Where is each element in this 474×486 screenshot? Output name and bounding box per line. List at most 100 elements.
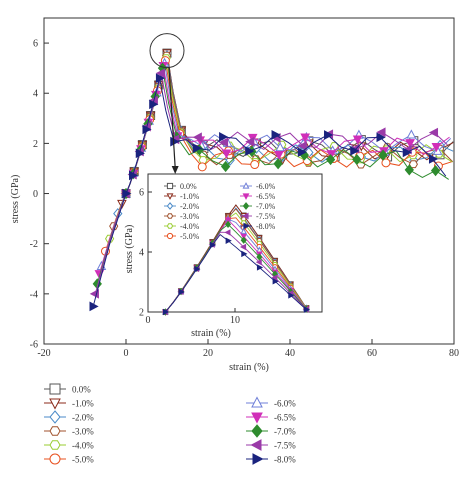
inset-legend-entry: -6.5% bbox=[240, 192, 276, 201]
inset-legend-label: -4.0% bbox=[180, 222, 200, 231]
x-tick-label: 0 bbox=[124, 348, 129, 359]
data-point bbox=[431, 143, 442, 153]
inset-legend-label: -5.0% bbox=[180, 232, 200, 241]
data-point bbox=[129, 170, 139, 181]
legend-entry: -6.5% bbox=[246, 412, 296, 424]
inset-legend-label: -2.0% bbox=[180, 202, 200, 211]
x-tick-label: 40 bbox=[285, 348, 295, 359]
data-point bbox=[192, 132, 202, 143]
zoom-arrow bbox=[168, 67, 176, 169]
inset-data-point bbox=[225, 237, 232, 244]
inset-legend-entry: -1.0% bbox=[164, 192, 200, 201]
data-point bbox=[155, 68, 165, 78]
inset-legend-entry: -7.5% bbox=[240, 212, 276, 221]
x-tick-label: -20 bbox=[37, 348, 50, 359]
data-point bbox=[352, 135, 363, 145]
data-point bbox=[376, 132, 386, 143]
legend-entry: -8.0% bbox=[246, 453, 296, 465]
data-point bbox=[326, 150, 337, 160]
inset-legend-label: -8.0% bbox=[256, 222, 276, 231]
inset-y-tick-label: 4 bbox=[139, 248, 144, 259]
inset-data-point bbox=[239, 243, 247, 251]
inset-x-axis-label: strain (%) bbox=[191, 328, 231, 339]
data-point bbox=[352, 153, 362, 166]
data-point bbox=[404, 164, 414, 176]
legend-label: -6.5% bbox=[274, 413, 296, 423]
data-point bbox=[430, 165, 441, 177]
inset-data-point bbox=[271, 274, 278, 281]
inset-y-tick-label: 2 bbox=[139, 308, 144, 319]
inset-data-point bbox=[240, 227, 247, 234]
inset-data-point bbox=[224, 229, 231, 236]
x-tick-label: 20 bbox=[203, 348, 213, 359]
legend-entry: 0.0% bbox=[44, 383, 91, 395]
legend-label: -7.0% bbox=[274, 427, 296, 437]
inset-data-point bbox=[256, 253, 263, 261]
data-point bbox=[324, 130, 334, 140]
data-point bbox=[170, 136, 180, 147]
inset-y-tick-label: 6 bbox=[139, 188, 144, 199]
inset-legend-entry: -6.0% bbox=[240, 182, 276, 191]
inset-data-point bbox=[272, 278, 279, 285]
data-point bbox=[142, 124, 152, 135]
y-tick-label: 0 bbox=[33, 189, 38, 200]
inset-legend-label: -7.0% bbox=[256, 202, 276, 211]
inset-data-point bbox=[256, 264, 264, 271]
inset-legend-entry: 0.0% bbox=[164, 182, 197, 191]
legend-entry: -7.0% bbox=[246, 424, 296, 438]
inset-legend-entry: -7.0% bbox=[240, 202, 276, 211]
data-point bbox=[300, 133, 310, 143]
inset-legend-entry: -8.0% bbox=[240, 222, 276, 231]
inset-data-point bbox=[255, 258, 262, 266]
data-point bbox=[402, 147, 412, 158]
inset-legend-entry: -5.0% bbox=[164, 232, 200, 241]
inset-data-point bbox=[178, 288, 185, 296]
data-point bbox=[245, 146, 255, 157]
y-tick-label: -4 bbox=[30, 289, 38, 300]
peak-highlight-circle bbox=[149, 33, 185, 69]
inset-data-point bbox=[288, 292, 295, 299]
data-point bbox=[381, 158, 391, 168]
data-point bbox=[221, 149, 232, 159]
inset-data-point bbox=[240, 236, 247, 244]
data-point bbox=[220, 160, 231, 173]
data-point bbox=[274, 150, 284, 161]
main-curves bbox=[89, 48, 454, 312]
inset-series-line bbox=[165, 233, 307, 313]
legend-entry: -6.0% bbox=[246, 396, 296, 409]
data-point bbox=[89, 301, 99, 312]
inset-legend-label: -3.0% bbox=[180, 212, 200, 221]
data-point bbox=[135, 148, 145, 159]
data-point bbox=[218, 137, 229, 148]
legend-entry: -1.0% bbox=[44, 398, 94, 410]
y-tick-label: -2 bbox=[30, 239, 38, 250]
inset-legend-label: -1.0% bbox=[180, 192, 200, 201]
inset-data-point bbox=[209, 241, 217, 249]
y-tick-label: 4 bbox=[33, 89, 38, 100]
x-axis-label: strain (%) bbox=[229, 362, 269, 373]
inset-x-tick-label: 0 bbox=[146, 315, 151, 326]
data-point bbox=[405, 139, 415, 149]
data-point bbox=[408, 160, 418, 169]
legend-entry: -4.0% bbox=[44, 440, 94, 451]
y-tick-label: 6 bbox=[33, 39, 38, 50]
inset-legend-label: -6.0% bbox=[256, 182, 276, 191]
legend-label: -5.0% bbox=[72, 455, 94, 465]
legend-entry: -3.0% bbox=[44, 426, 94, 437]
legend-label: -2.0% bbox=[72, 413, 94, 423]
data-point bbox=[149, 99, 159, 110]
data-point bbox=[428, 127, 439, 138]
inset-legend: 0.0%-1.0%-2.0%-3.0%-4.0%-5.0%-6.0%-6.5%-… bbox=[164, 182, 276, 241]
legend-label: -6.0% bbox=[274, 399, 296, 409]
zoom-arrow-head bbox=[171, 166, 179, 174]
legend-entry: -2.0% bbox=[44, 410, 94, 424]
inset-y-axis-label: stress (GPa) bbox=[124, 225, 135, 274]
data-point bbox=[219, 132, 229, 142]
legend-entry: -5.0% bbox=[44, 453, 94, 465]
data-point bbox=[192, 143, 202, 153]
legend: 0.0% -1.0% -2.0% -3.0% -4.0% -5.0% -6.0% -6.5% -… bbox=[44, 383, 296, 465]
y-tick-label: -6 bbox=[30, 340, 38, 351]
inset-data-point bbox=[303, 306, 311, 313]
data-point bbox=[197, 162, 207, 172]
